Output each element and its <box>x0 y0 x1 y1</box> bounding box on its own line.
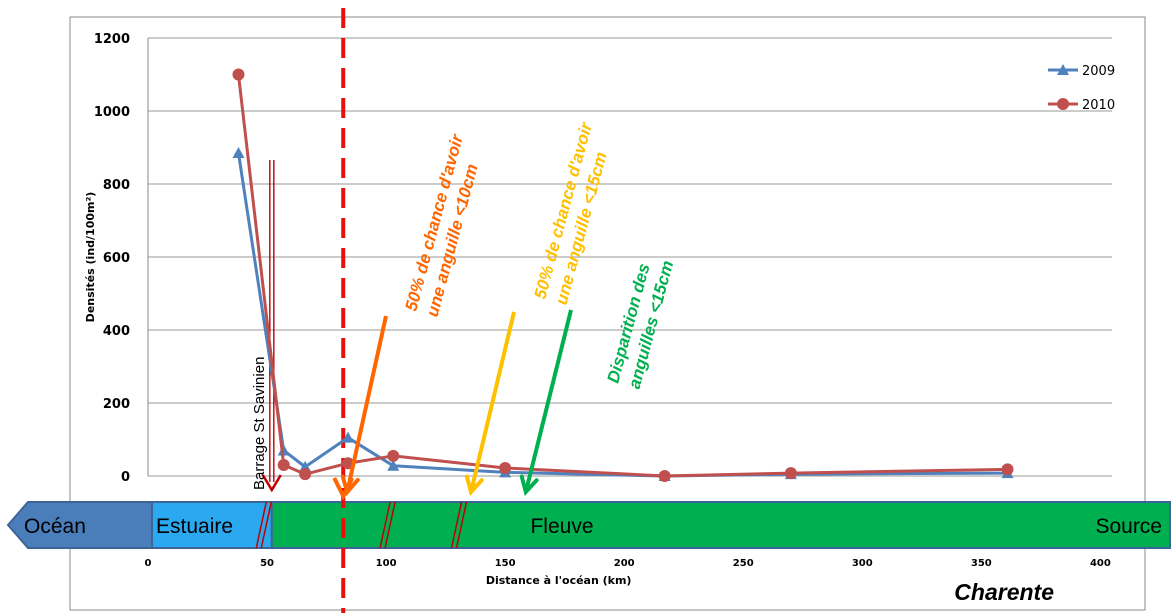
band-ocean-label: Océan <box>24 515 86 538</box>
legend-label-2010: 2010 <box>1082 98 1115 113</box>
dam-label: Barrage St Savinien <box>251 357 268 490</box>
data-point-2009 <box>387 459 400 471</box>
data-point-2010 <box>658 470 671 482</box>
y-tick-label: 400 <box>103 324 130 339</box>
x-axis-title: Distance à l'océan (km) <box>486 574 632 587</box>
annotation-arrow <box>523 309 573 493</box>
x-tick-label: 350 <box>971 558 992 569</box>
limit-arrowhead <box>332 477 355 501</box>
data-point-2010 <box>387 449 400 462</box>
band-estuary-label: Estuaire <box>156 515 233 538</box>
ocean-break <box>260 501 273 549</box>
y-tick-label: 800 <box>103 178 130 193</box>
river-band: Océan Estuaire Fleuve Source <box>6 501 1171 549</box>
x-tick-label: 150 <box>495 558 516 569</box>
y-axis-title: Densités (ind/100m²) <box>84 192 97 323</box>
break-1 <box>384 501 396 549</box>
x-tick-label: 100 <box>376 558 397 569</box>
annotation-arrowhead <box>464 474 484 497</box>
legend-label-2009: 2009 <box>1082 64 1115 79</box>
legend-marker-2009 <box>1057 64 1069 75</box>
break-2 <box>455 501 468 549</box>
x-axis: 0 50 100 150 200 250 300 350 400 Distance à l'océ… <box>145 558 1111 587</box>
annotation-arrow <box>345 315 388 493</box>
band-source-label: Source <box>1095 515 1162 538</box>
annotation-arrowhead <box>519 474 539 497</box>
y-tick-label: 600 <box>103 251 130 266</box>
data-point-2010 <box>277 459 290 472</box>
x-tick-label: 400 <box>1090 558 1111 569</box>
data-point-2009 <box>277 444 290 456</box>
legend: 2009 2010 <box>1048 64 1115 113</box>
dam-marker: Barrage St Savinien <box>251 160 282 493</box>
break-2 <box>450 501 463 549</box>
band-river-label: Fleuve <box>530 515 593 538</box>
y-tick-label: 1200 <box>94 32 130 47</box>
x-tick-label: 200 <box>614 558 635 569</box>
river-name: Charente <box>954 579 1054 605</box>
y-axis: 0 200 400 600 800 1000 1200 Densités (ind/100m²… <box>84 32 149 485</box>
x-tick-label: 50 <box>260 558 274 569</box>
ocean-break <box>255 501 268 549</box>
data-point-2010 <box>499 461 512 474</box>
y-tick-label: 0 <box>121 470 130 485</box>
y-tick-label: 1000 <box>94 105 130 120</box>
data-point-2010 <box>784 467 797 480</box>
data-point-2009 <box>232 146 245 158</box>
data-point-2010 <box>232 68 245 81</box>
dam-arrowhead <box>261 474 282 493</box>
data-point-2009 <box>342 431 354 443</box>
break-1 <box>379 501 391 549</box>
x-tick-label: 250 <box>733 558 754 569</box>
annotation-arrow <box>469 311 516 493</box>
data-point-2010 <box>299 468 312 481</box>
legend-marker-2010 <box>1057 98 1069 110</box>
x-tick-label: 300 <box>852 558 873 569</box>
river-zone <box>270 501 1171 549</box>
series-group <box>232 68 1014 482</box>
y-tick-label: 200 <box>103 397 130 412</box>
data-point-2010 <box>1001 463 1014 476</box>
x-tick-label: 0 <box>145 558 152 569</box>
